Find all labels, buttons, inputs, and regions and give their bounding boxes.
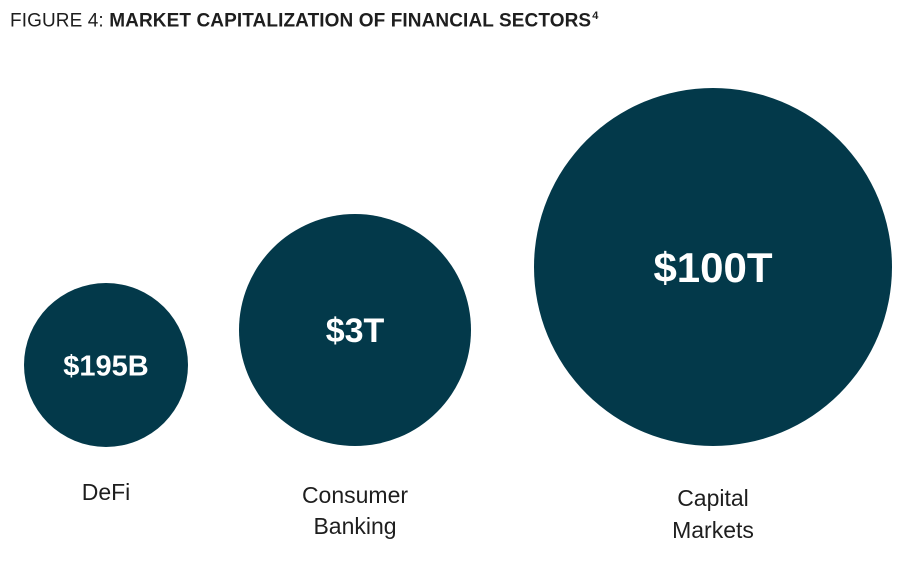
figure-title: MARKET CAPITALIZATION OF FINANCIAL SECTO… [109, 10, 592, 32]
footnote-marker: 4 [592, 10, 599, 22]
bubble [24, 283, 188, 447]
bubble-group: $100T Capital Markets [534, 88, 892, 543]
bubble-value-label: $100T [653, 244, 772, 291]
bubble [239, 214, 471, 446]
category-label: DeFi [82, 479, 131, 505]
chart-title: FIGURE 4: MARKET CAPITALIZATION OF FINAN… [10, 10, 598, 32]
category-label: Capital [677, 485, 749, 511]
category-label: Consumer [302, 482, 408, 508]
bubble-value-label: $195B [63, 350, 148, 382]
category-label: Markets [672, 517, 754, 543]
bubble-value-label: $3T [326, 312, 385, 350]
category-label: Banking [313, 513, 396, 539]
bubble [534, 88, 892, 446]
bubble-group: $195B DeFi [24, 283, 188, 505]
bubble-group: $3T Consumer Banking [239, 214, 471, 539]
figure-prefix: FIGURE 4: [10, 10, 104, 32]
